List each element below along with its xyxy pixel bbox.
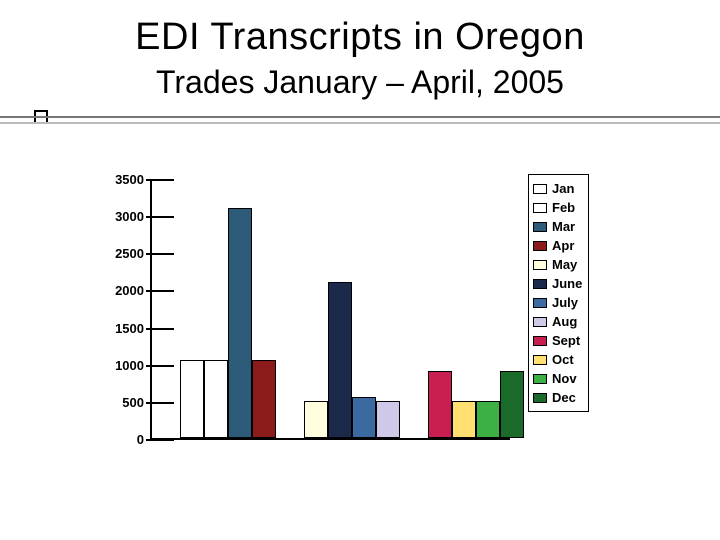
legend-label: June <box>552 276 582 291</box>
bar-apr <box>252 360 276 438</box>
slide: EDI Transcripts in Oregon Trades January… <box>0 0 720 540</box>
legend-swatch <box>533 374 547 384</box>
legend-item-jan: Jan <box>533 179 582 198</box>
legend-swatch <box>533 279 547 289</box>
legend-item-june: June <box>533 274 582 293</box>
legend-label: Feb <box>552 200 575 215</box>
bar-may <box>304 401 328 438</box>
legend-label: Mar <box>552 219 575 234</box>
y-axis-tick <box>146 290 174 292</box>
legend-item-may: May <box>533 255 582 274</box>
y-axis-tick <box>146 179 174 181</box>
legend-item-apr: Apr <box>533 236 582 255</box>
legend-label: July <box>552 295 578 310</box>
legend-label: Sept <box>552 333 580 348</box>
bar-oct <box>452 401 476 438</box>
legend-item-oct: Oct <box>533 350 582 369</box>
y-axis-label: 3500 <box>94 172 144 187</box>
y-axis-label: 1500 <box>94 321 144 336</box>
y-axis-tick <box>146 328 174 330</box>
bar-july <box>352 397 376 438</box>
legend-item-sept: Sept <box>533 331 582 350</box>
y-axis-label: 0 <box>94 432 144 447</box>
legend-item-aug: Aug <box>533 312 582 331</box>
legend-swatch <box>533 336 547 346</box>
slide-title: EDI Transcripts in Oregon Trades January… <box>0 0 720 102</box>
legend-swatch <box>533 298 547 308</box>
legend-item-mar: Mar <box>533 217 582 236</box>
legend-item-july: July <box>533 293 582 312</box>
bar-jan <box>180 360 204 438</box>
legend-label: Aug <box>552 314 577 329</box>
y-axis-tick <box>146 216 174 218</box>
legend-label: May <box>552 257 577 272</box>
legend-label: Nov <box>552 371 577 386</box>
y-axis-label: 3000 <box>94 209 144 224</box>
legend-swatch <box>533 393 547 403</box>
legend-item-nov: Nov <box>533 369 582 388</box>
y-axis-label: 2500 <box>94 246 144 261</box>
y-axis-label: 2000 <box>94 283 144 298</box>
y-axis-label: 500 <box>94 395 144 410</box>
legend-swatch <box>533 241 547 251</box>
bar-chart: JanFebMarAprMayJuneJulyAugSeptOctNovDec … <box>90 180 650 490</box>
legend-label: Jan <box>552 181 574 196</box>
bar-sept <box>428 371 452 438</box>
legend-label: Dec <box>552 390 576 405</box>
y-axis-tick <box>146 439 174 441</box>
legend-swatch <box>533 222 547 232</box>
y-axis-tick <box>146 253 174 255</box>
title-underline <box>0 116 720 128</box>
y-axis-tick <box>146 402 174 404</box>
bar-mar <box>228 208 252 438</box>
legend-swatch <box>533 184 547 194</box>
chart-plot-area <box>150 180 510 440</box>
legend-item-dec: Dec <box>533 388 582 407</box>
bar-june <box>328 282 352 438</box>
bar-aug <box>376 401 400 438</box>
legend-swatch <box>533 317 547 327</box>
chart-legend: Jan Feb Mar Apr May June July Aug Sept Oct Nov Dec <box>528 174 589 412</box>
legend-item-feb: Feb <box>533 198 582 217</box>
legend-label: Oct <box>552 352 574 367</box>
legend-swatch <box>533 260 547 270</box>
legend-label: Apr <box>552 238 574 253</box>
bar-feb <box>204 360 228 438</box>
y-axis-tick <box>146 365 174 367</box>
underline-shadow <box>0 122 720 124</box>
underline-main <box>0 116 720 118</box>
bar-nov <box>476 401 500 438</box>
legend-swatch <box>533 355 547 365</box>
legend-swatch <box>533 203 547 213</box>
bar-dec <box>500 371 524 438</box>
title-line-2: Trades January – April, 2005 <box>0 62 720 102</box>
y-axis-label: 1000 <box>94 358 144 373</box>
title-line-1: EDI Transcripts in Oregon <box>0 14 720 62</box>
